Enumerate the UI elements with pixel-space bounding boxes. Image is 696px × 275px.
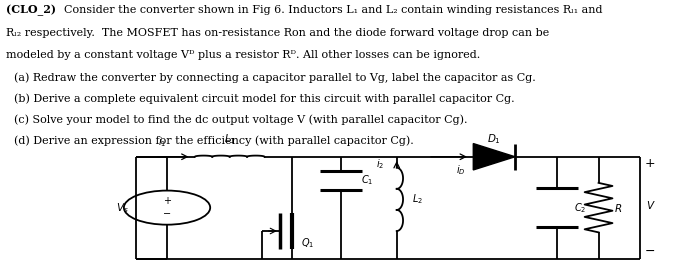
Text: (b) Derive a complete equivalent circuit model for this circuit with parallel ca: (b) Derive a complete equivalent circuit… [14, 94, 514, 104]
Text: (CLO_2): (CLO_2) [6, 5, 56, 16]
Text: −: − [644, 245, 655, 258]
Text: $C_2$: $C_2$ [574, 201, 587, 214]
Text: $i_D$: $i_D$ [456, 164, 466, 177]
Text: $D_1$: $D_1$ [487, 132, 501, 146]
Text: (c) Solve your model to find the dc output voltage V (with parallel capacitor Cg: (c) Solve your model to find the dc outp… [14, 114, 468, 125]
Text: −: − [163, 210, 171, 219]
Text: $V_s$: $V_s$ [116, 201, 129, 214]
Text: (d) Derive an expression for the efficiency (with parallel capacitor Cg).: (d) Derive an expression for the efficie… [14, 135, 413, 146]
Polygon shape [473, 144, 515, 170]
Text: $L_1$: $L_1$ [224, 132, 235, 146]
Text: $L_2$: $L_2$ [412, 192, 423, 206]
Text: Rₗ₂ respectively.  The MOSFET has on-resistance Ron and the diode forward voltag: Rₗ₂ respectively. The MOSFET has on-resi… [6, 28, 549, 37]
Text: $i_1$: $i_1$ [158, 135, 166, 148]
Text: $V$: $V$ [646, 199, 656, 211]
Text: $C_1$: $C_1$ [361, 173, 373, 187]
Text: +: + [163, 196, 171, 206]
Text: Consider the converter shown in Fig 6. Inductors L₁ and L₂ contain winding resis: Consider the converter shown in Fig 6. I… [64, 5, 603, 15]
Text: modeled by a constant voltage Vᴰ plus a resistor Rᴰ. All other losses can be ign: modeled by a constant voltage Vᴰ plus a … [6, 50, 480, 60]
Text: (a) Redraw the converter by connecting a capacitor parallel to Vg, label the cap: (a) Redraw the converter by connecting a… [14, 73, 536, 83]
Text: +: + [644, 157, 655, 170]
Text: $i_2$: $i_2$ [376, 157, 384, 170]
Text: $Q_1$: $Q_1$ [301, 236, 314, 250]
Text: $R$: $R$ [614, 202, 622, 214]
